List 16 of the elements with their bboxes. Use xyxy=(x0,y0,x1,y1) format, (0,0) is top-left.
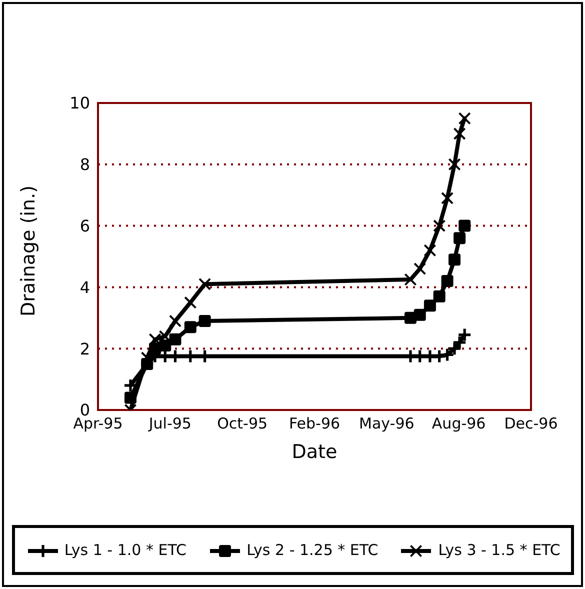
x-tick-label: Feb-96 xyxy=(288,414,340,433)
y-tick-label: 8 xyxy=(80,155,90,174)
x-tick-label: Jul-95 xyxy=(148,414,192,433)
legend-label: Lys 1 - 1.0 * ETC xyxy=(64,541,186,559)
legend-label: Lys 3 - 1.5 * ETC xyxy=(438,541,560,559)
y-tick-label: 10 xyxy=(70,94,90,113)
x-tick-label: Aug-96 xyxy=(432,414,486,433)
y-axis-title: Drainage (in.) xyxy=(18,185,40,316)
y-tick-label: 2 xyxy=(80,339,90,358)
x-tick-label: Dec-96 xyxy=(504,414,558,433)
x-axis-title: Date xyxy=(292,441,338,463)
y-tick-label: 4 xyxy=(80,278,90,297)
legend-label: Lys 2 - 1.25 * ETC xyxy=(246,541,378,559)
x-tick-label: May-96 xyxy=(359,414,414,433)
x-tick-label: Oct-95 xyxy=(217,414,268,433)
y-tick-label: 6 xyxy=(80,216,90,236)
